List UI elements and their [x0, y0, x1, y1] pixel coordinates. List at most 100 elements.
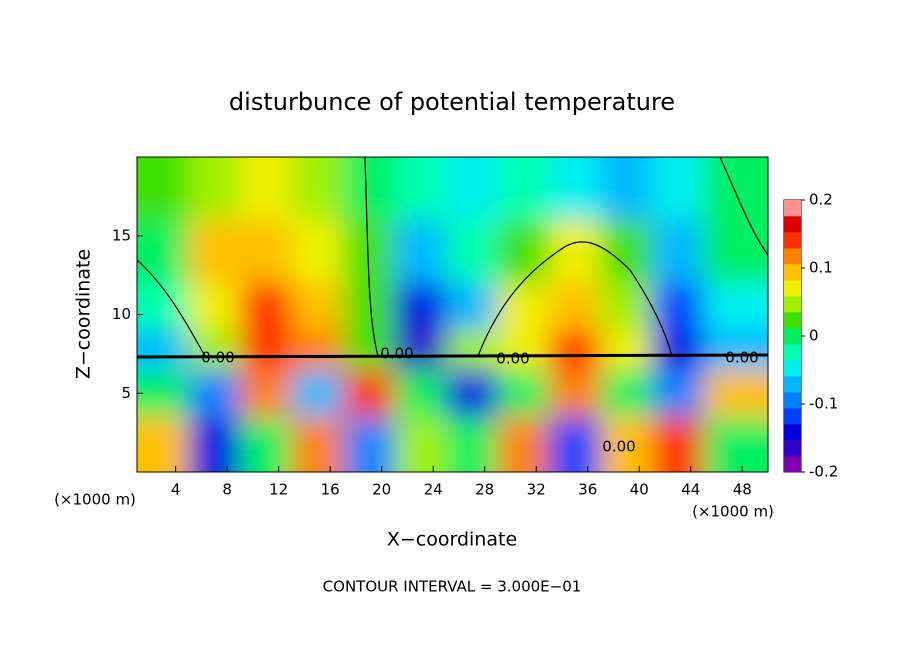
x-unit: (×1000 m) [54, 491, 136, 509]
colorbar-segment [784, 408, 801, 425]
colorbar-tick-label: -0.1 [809, 395, 838, 413]
cell [291, 283, 344, 331]
contour-label: 0.00 [725, 349, 758, 367]
cell [291, 416, 344, 472]
x-tick-label: 48 [733, 481, 752, 499]
field-cells [137, 157, 768, 472]
colorbar-segment [784, 264, 801, 281]
colorbar-segment [784, 200, 801, 217]
colorbar-segment [784, 392, 801, 409]
cell [549, 157, 602, 221]
cell [446, 283, 499, 331]
cell [291, 369, 344, 418]
x-tick-label: 28 [475, 481, 494, 499]
colorbar-tick-label: -0.2 [809, 463, 838, 481]
colorbar-segment [784, 216, 801, 233]
colorbar-segment [784, 344, 801, 361]
colorbar-tick-label: 0 [809, 327, 819, 345]
contour-label: 0.00 [602, 438, 635, 456]
cell [652, 220, 705, 284]
cell [394, 369, 447, 418]
cell [652, 283, 705, 331]
cell [549, 416, 602, 472]
cell [497, 330, 550, 371]
x-tick-label: 20 [372, 481, 391, 499]
cell [291, 220, 344, 284]
cell [600, 157, 653, 221]
cell [549, 330, 602, 371]
colorbar-segment [784, 456, 801, 473]
colorbar-segment [784, 360, 801, 377]
cell [240, 369, 293, 418]
cell [240, 330, 293, 371]
cell [188, 283, 241, 331]
cell [394, 220, 447, 284]
y-tick-label: 15 [112, 226, 131, 244]
cell [343, 369, 396, 418]
contour-label: 0.00 [201, 349, 234, 367]
cell [240, 283, 293, 331]
cell [652, 416, 705, 472]
cell [703, 330, 768, 371]
x-tick-label: 8 [222, 481, 232, 499]
colorbar-segment [784, 248, 801, 265]
cell [137, 330, 190, 371]
cell [497, 369, 550, 418]
cell [497, 220, 550, 284]
colorbar-segment [784, 232, 801, 249]
x-unit: (×1000 m) [692, 503, 774, 521]
cell [497, 416, 550, 472]
cell [446, 416, 499, 472]
x-tick-label: 16 [321, 481, 340, 499]
colorbar-segment [784, 312, 801, 329]
colorbar-tick-label: 0.2 [809, 191, 833, 209]
y-tick-label: 5 [121, 384, 131, 402]
cell [549, 283, 602, 331]
contour [137, 157, 768, 357]
cell [703, 157, 768, 221]
cell [652, 330, 705, 371]
colorbar-segment [784, 376, 801, 393]
cell [188, 220, 241, 284]
cell [600, 369, 653, 418]
cell [137, 369, 190, 418]
cell [394, 157, 447, 221]
cell [240, 416, 293, 472]
contour [137, 353, 768, 359]
cell [240, 157, 293, 221]
cell [343, 416, 396, 472]
field: 0.00 0.00 0.00 0.00 0.00 [137, 157, 768, 472]
cell [188, 157, 241, 221]
contour-label: 0.00 [496, 350, 529, 368]
cell [394, 416, 447, 472]
cell [549, 369, 602, 418]
cell [343, 157, 396, 221]
colorbar-segment [784, 280, 801, 297]
cell [600, 330, 653, 371]
contour-label: 0.00 [380, 345, 413, 363]
cell [703, 416, 768, 472]
colorbar-segment [784, 424, 801, 441]
cell [188, 416, 241, 472]
cell [652, 369, 705, 418]
cell [137, 157, 190, 221]
cell [446, 220, 499, 284]
colorbar-segment [784, 328, 801, 345]
cell [497, 283, 550, 331]
cell [652, 157, 705, 221]
cell [497, 157, 550, 221]
cell [394, 283, 447, 331]
cell [137, 283, 190, 331]
x-tick-label: 40 [630, 481, 649, 499]
chart-title: disturbunce of potential temperature [229, 88, 675, 116]
x-tick-label: 12 [269, 481, 288, 499]
cell [291, 157, 344, 221]
x-axis-title: X−coordinate [387, 529, 517, 551]
x-tick-label: 36 [578, 481, 597, 499]
cell [446, 157, 499, 221]
cell [343, 330, 396, 371]
x-tick-label: 32 [527, 481, 546, 499]
cell [240, 220, 293, 284]
cell [137, 416, 190, 472]
